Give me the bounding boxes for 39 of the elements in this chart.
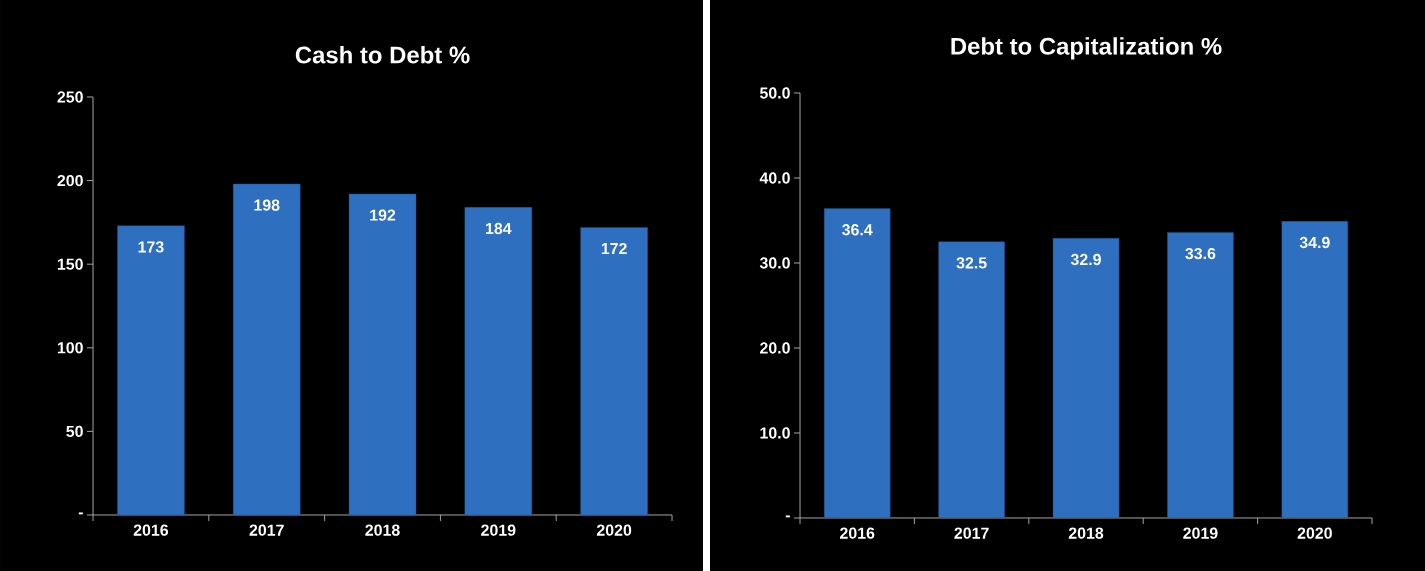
bar: [1167, 232, 1234, 518]
data-label: 32.9: [1070, 253, 1101, 266]
chart-title: Debt to Capitalization %: [951, 37, 1222, 60]
y-tick-label: 50.0: [759, 87, 790, 99]
y-tick-label: 200: [57, 174, 83, 187]
y-tick-label: 40.0: [759, 172, 790, 184]
y-tick-label: -: [78, 512, 83, 515]
x-tick-label: 2019: [481, 524, 516, 536]
y-tick-label: 30.0: [759, 257, 790, 269]
data-label: 36.4: [842, 224, 873, 236]
y-tick-label: 50: [66, 425, 83, 438]
chart-title: Cash to Debt %: [295, 45, 470, 64]
data-label: 198: [254, 199, 280, 211]
x-tick-label: 2020: [596, 524, 632, 536]
data-label: 33.6: [1185, 247, 1216, 260]
data-label: 32.5: [956, 257, 987, 269]
data-label: 192: [370, 209, 396, 221]
data-label: 172: [601, 242, 627, 255]
x-tick-label: 2017: [954, 527, 989, 539]
x-tick-label: 2018: [365, 524, 400, 536]
y-tick-label: 250: [57, 91, 83, 103]
y-tick-label: -: [785, 515, 790, 518]
x-tick-label: 2017: [249, 524, 284, 536]
bar: [824, 208, 891, 518]
x-tick-label: 2016: [840, 527, 875, 539]
data-label: 34.9: [1299, 236, 1330, 249]
y-tick-label: 100: [57, 342, 83, 354]
bar: [1281, 221, 1349, 518]
bar: [938, 241, 1005, 518]
bar: [1052, 238, 1120, 518]
y-tick-label: 20.0: [760, 342, 790, 354]
x-tick-label: 2016: [133, 524, 169, 536]
y-tick-label: 150: [57, 258, 83, 270]
x-tick-label: 2020: [1297, 527, 1332, 539]
data-label: 173: [138, 241, 164, 253]
x-tick-label: 2019: [1183, 527, 1218, 539]
data-label: 184: [486, 222, 512, 235]
y-tick-label: 10.0: [760, 427, 790, 439]
x-tick-label: 2018: [1068, 527, 1104, 539]
